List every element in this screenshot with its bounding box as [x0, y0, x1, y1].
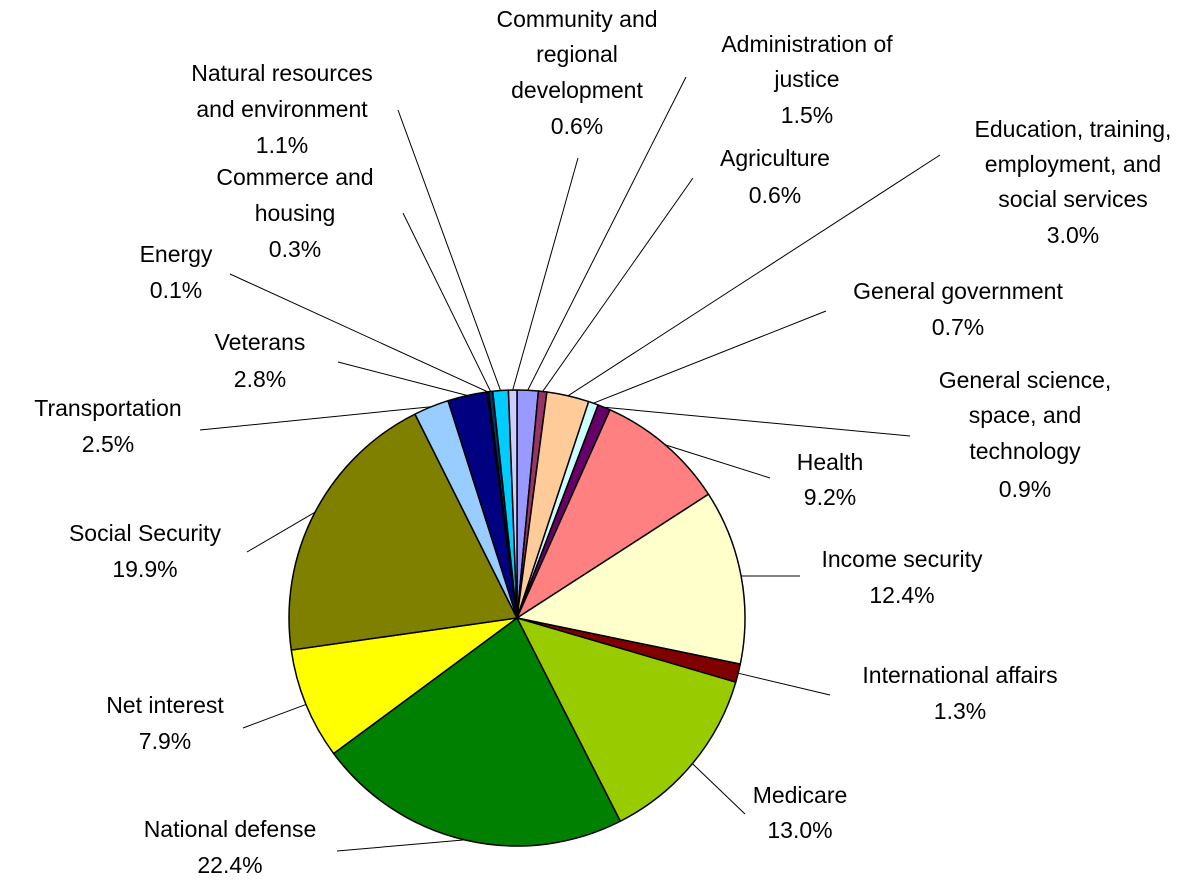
label-general-science-space-and-technology-line-3: technology [969, 438, 1081, 464]
label-agriculture-line-1: Agriculture [720, 145, 830, 171]
pie-slices [288, 389, 746, 847]
value-label-net-interest: 7.9% [139, 728, 191, 754]
slice-medicare [516, 617, 737, 822]
label-general-government-line-1: General government [853, 278, 1063, 304]
label-commerce-and-housing-line-1: Commerce and [216, 164, 373, 190]
label-natural-resources-and-environment-line-1: Natural resources [191, 60, 373, 86]
value-label-community-and-regional-development: 0.6% [551, 113, 603, 139]
label-community-and-regional-development-line-2: regional [536, 41, 618, 67]
label-general-science-space-and-technology-line-1: General science, [939, 367, 1112, 393]
value-label-health: 9.2% [804, 484, 856, 510]
leader-line-health [665, 444, 771, 479]
label-education-training-employment-and-social-services-line-3: social services [998, 186, 1148, 212]
label-transportation-line-1: Transportation [34, 395, 181, 421]
label-community-and-regional-development-line-1: Community and [496, 6, 657, 32]
value-label-national-defense: 22.4% [197, 852, 262, 878]
value-label-income-security: 12.4% [869, 582, 934, 608]
value-label-social-security: 19.9% [112, 556, 177, 582]
leader-line-general-science-space-and-technology [604, 406, 911, 437]
leader-line-natural-resources-and-environment [397, 109, 502, 391]
leader-line-commerce-and-housing [402, 212, 492, 392]
leader-line-veterans [337, 361, 468, 396]
label-national-defense-line-1: National defense [144, 816, 317, 842]
value-label-energy: 0.1% [150, 277, 202, 303]
label-community-and-regional-development-line-3: development [511, 77, 643, 103]
leader-line-general-government [593, 310, 827, 404]
value-label-transportation: 2.5% [82, 431, 134, 457]
value-label-veterans: 2.8% [234, 366, 286, 392]
value-label-commerce-and-housing: 0.3% [269, 236, 321, 262]
leader-line-national-defense [336, 839, 465, 852]
label-administration-of-justice-line-1: Administration of [721, 31, 893, 57]
leader-line-medicare [692, 763, 746, 815]
value-label-international-affairs: 1.3% [934, 698, 986, 724]
leader-line-social-security [246, 511, 316, 553]
label-net-interest-line-1: Net interest [106, 692, 224, 718]
label-education-training-employment-and-social-services-line-2: employment, and [985, 151, 1161, 177]
value-label-administration-of-justice: 1.5% [781, 102, 833, 128]
label-general-science-space-and-technology-line-2: space, and [969, 402, 1082, 428]
value-label-natural-resources-and-environment: 1.1% [256, 132, 308, 158]
label-social-security-line-1: Social Security [69, 520, 222, 546]
value-label-medicare: 13.0% [767, 817, 832, 843]
value-label-general-government: 0.7% [932, 314, 984, 340]
leader-line-community-and-regional-development [512, 157, 579, 391]
leader-line-agriculture [542, 177, 694, 392]
leader-line-net-interest [242, 703, 307, 729]
label-administration-of-justice-line-2: justice [773, 66, 839, 92]
label-medicare-line-1: Medicare [753, 782, 848, 808]
label-commerce-and-housing-line-2: housing [255, 200, 336, 226]
leader-lines [199, 76, 941, 852]
value-label-general-science-space-and-technology: 0.9% [999, 476, 1051, 502]
leader-line-transportation [199, 406, 432, 431]
label-international-affairs-line-1: International affairs [862, 662, 1057, 688]
slice-national-defense [332, 617, 622, 847]
label-energy-line-1: Energy [140, 241, 213, 267]
slice-labels: Administration of justice 1.5% Agriculture 0… [34, 6, 1171, 878]
leader-line-administration-of-justice [527, 76, 687, 391]
label-education-training-employment-and-social-services-line-1: Education, training, [975, 116, 1172, 142]
value-label-education-training-employment-and-social-services: 3.0% [1047, 222, 1099, 248]
slice-health [516, 409, 710, 619]
slice-income-security [516, 493, 746, 665]
leader-line-international-affairs [738, 672, 831, 696]
label-veterans-line-1: Veterans [215, 329, 306, 355]
slice-net-interest [290, 617, 518, 755]
leader-line-education-training-employment-and-social-services [567, 154, 941, 397]
leader-line-energy [229, 273, 488, 393]
label-natural-resources-and-environment-line-2: and environment [196, 96, 368, 122]
value-label-agriculture: 0.6% [749, 182, 801, 208]
label-income-security-line-1: Income security [821, 546, 983, 572]
label-health-line-1: Health [797, 449, 863, 475]
slice-social-security [288, 413, 518, 651]
